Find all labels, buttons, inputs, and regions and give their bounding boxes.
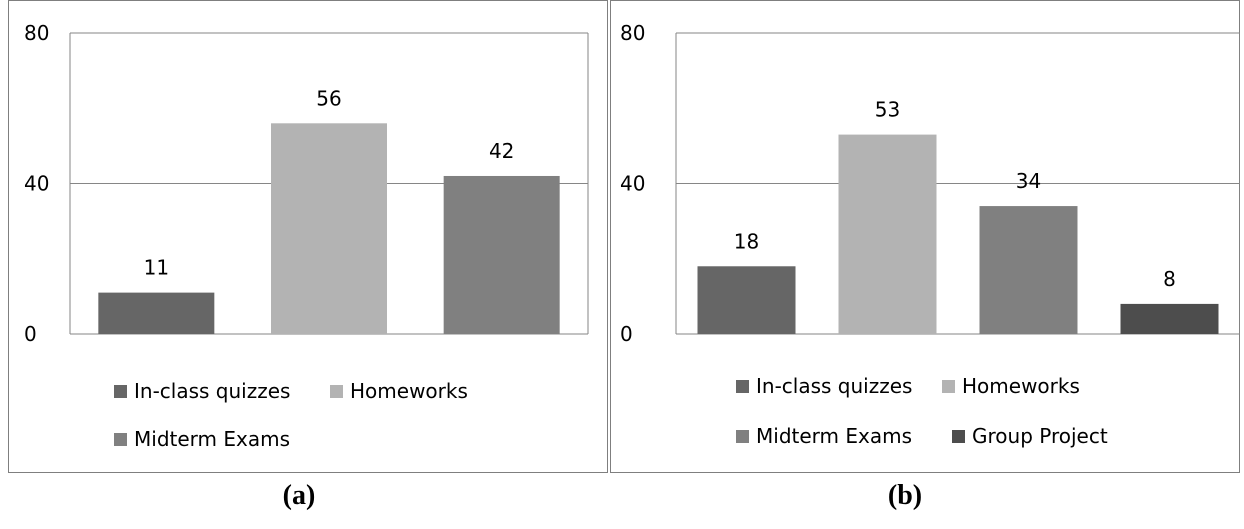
legend-label: Homeworks (350, 379, 468, 403)
legend-label: In-class quizzes (756, 374, 912, 398)
bar (979, 206, 1078, 334)
legend-swatch (942, 380, 955, 393)
chart-panel-b: 0 40 80 18 53 34 8 In-class quizzes Homeworks Mid… (610, 0, 1240, 473)
legend-swatch (114, 433, 127, 446)
legend-label: Midterm Exams (756, 424, 912, 448)
legend-label: In-class quizzes (134, 379, 290, 403)
caption-b: (b) (887, 480, 923, 511)
legend-swatch (736, 380, 749, 393)
data-label: 11 (144, 256, 169, 280)
legend-swatch (114, 385, 127, 398)
legend-swatch (736, 430, 749, 443)
data-label: 42 (489, 139, 514, 163)
caption-a: (a) (282, 480, 316, 511)
data-label: 8 (1163, 267, 1176, 291)
legend-swatch (330, 385, 343, 398)
y-tick-label: 0 (620, 322, 633, 346)
y-tick-label: 80 (620, 21, 645, 45)
data-label: 53 (875, 98, 900, 122)
legend-label: Homeworks (962, 374, 1080, 398)
legend-label: Group Project (972, 424, 1108, 448)
chart-a-svg: 0 40 80 11 56 42 In-class quizzes Homeworks Midt… (8, 0, 608, 473)
bar (697, 266, 796, 334)
bar (271, 123, 387, 334)
legend-swatch (952, 430, 965, 443)
y-tick-label: 0 (24, 322, 37, 346)
y-tick-label: 40 (24, 172, 49, 196)
data-label: 18 (734, 229, 759, 253)
data-label: 56 (316, 86, 341, 110)
y-tick-label: 80 (24, 21, 49, 45)
bar (443, 175, 560, 334)
data-label: 34 (1016, 169, 1041, 193)
chart-b-svg: 0 40 80 18 53 34 8 In-class quizzes Homeworks Mid… (610, 0, 1240, 473)
legend-label: Midterm Exams (134, 427, 290, 451)
bar (838, 134, 937, 334)
bar (1120, 303, 1219, 334)
y-tick-label: 40 (620, 172, 645, 196)
chart-panel-a: 0 40 80 11 56 42 In-class quizzes Homeworks Midt… (8, 0, 608, 473)
bar (98, 292, 215, 334)
